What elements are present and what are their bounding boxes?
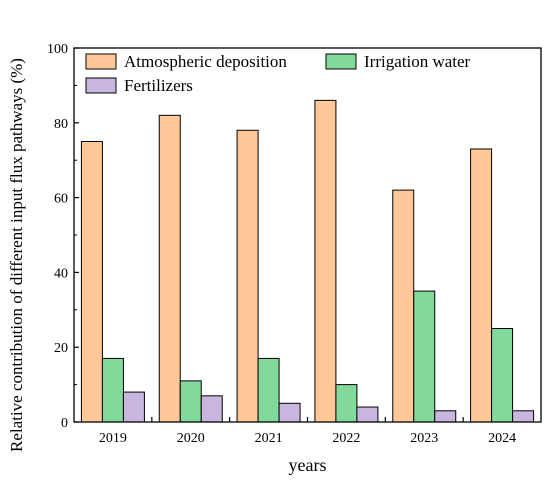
bar-atmospheric-deposition-2023 (392, 189, 415, 423)
legend-swatch (85, 53, 117, 70)
bar-irrigation-water-2023 (413, 290, 436, 423)
x-axis-ticks: 2019 2020 2021 2022 2023 2024 (99, 417, 516, 446)
x-tick-label: 2022 (332, 431, 360, 446)
legend-swatch (325, 53, 357, 70)
bar-atmospheric-deposition-2022 (314, 99, 337, 423)
x-tick-label: 2024 (488, 431, 516, 446)
legend-label: Atmospheric deposition (124, 52, 287, 71)
legend-label: Fertilizers (124, 76, 193, 95)
y-tick-label: 40 (54, 266, 68, 281)
x-tick-label: 2019 (99, 431, 127, 446)
x-tick-label: 2023 (410, 431, 438, 446)
y-axis-title: Relative contribution of different input… (7, 58, 26, 452)
x-axis-title: years (289, 455, 327, 475)
legend-swatch (85, 77, 117, 94)
bar-fertilizers-2021 (278, 402, 301, 423)
y-tick-label: 80 (54, 117, 68, 132)
y-tick-label: 0 (61, 416, 68, 431)
bar-atmospheric-deposition-2021 (236, 129, 259, 423)
bar-fertilizers-2024 (512, 410, 535, 423)
legend-label: Irrigation water (364, 52, 471, 71)
bar-irrigation-water-2022 (335, 384, 358, 423)
bars (80, 99, 535, 423)
x-tick-label: 2021 (255, 431, 283, 446)
plot-frame (73, 47, 542, 423)
bar-fertilizers-2023 (434, 410, 457, 423)
bar-irrigation-water-2020 (179, 380, 202, 423)
bar-fertilizers-2022 (356, 406, 379, 423)
y-tick-label: 60 (54, 192, 68, 207)
bar-atmospheric-deposition-2020 (158, 114, 181, 423)
y-tick-label: 100 (47, 42, 68, 57)
x-tick-label: 2020 (177, 431, 205, 446)
legend: Atmospheric deposition Irrigation water Fe… (85, 52, 471, 95)
bar-irrigation-water-2024 (491, 328, 514, 423)
y-tick-label: 20 (54, 341, 68, 356)
bar-irrigation-water-2019 (101, 357, 124, 423)
bar-fertilizers-2019 (122, 391, 145, 423)
bar-irrigation-water-2021 (257, 357, 280, 423)
bar-atmospheric-deposition-2019 (80, 141, 103, 423)
bar-atmospheric-deposition-2024 (470, 148, 493, 423)
bar-fertilizers-2020 (200, 395, 223, 423)
